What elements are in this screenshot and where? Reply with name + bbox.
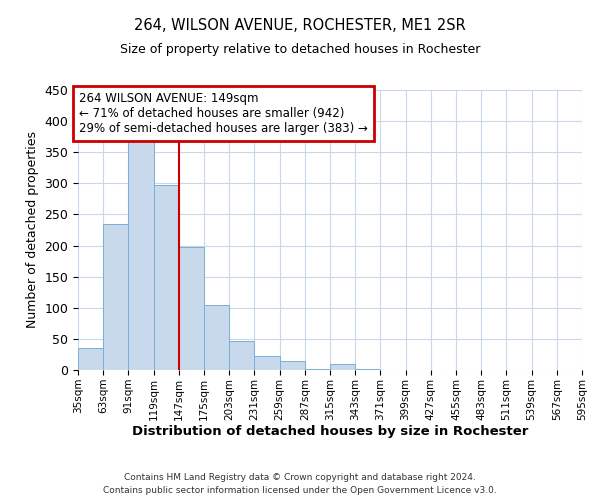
Bar — [280, 360, 305, 370]
Bar — [229, 342, 254, 370]
Bar — [305, 369, 330, 370]
Bar — [204, 304, 229, 370]
Text: 264 WILSON AVENUE: 149sqm
← 71% of detached houses are smaller (942)
29% of semi: 264 WILSON AVENUE: 149sqm ← 71% of detac… — [79, 92, 368, 135]
Text: Size of property relative to detached houses in Rochester: Size of property relative to detached ho… — [120, 42, 480, 56]
Bar — [103, 224, 128, 370]
Y-axis label: Number of detached properties: Number of detached properties — [26, 132, 39, 328]
Bar — [254, 356, 280, 370]
Bar — [78, 348, 103, 370]
Text: Contains public sector information licensed under the Open Government Licence v3: Contains public sector information licen… — [103, 486, 497, 495]
X-axis label: Distribution of detached houses by size in Rochester: Distribution of detached houses by size … — [132, 426, 528, 438]
Bar — [330, 364, 355, 370]
Text: Contains HM Land Registry data © Crown copyright and database right 2024.: Contains HM Land Registry data © Crown c… — [124, 472, 476, 482]
Text: 264, WILSON AVENUE, ROCHESTER, ME1 2SR: 264, WILSON AVENUE, ROCHESTER, ME1 2SR — [134, 18, 466, 32]
Bar — [179, 247, 204, 370]
Bar — [128, 140, 154, 370]
Bar — [154, 184, 179, 370]
